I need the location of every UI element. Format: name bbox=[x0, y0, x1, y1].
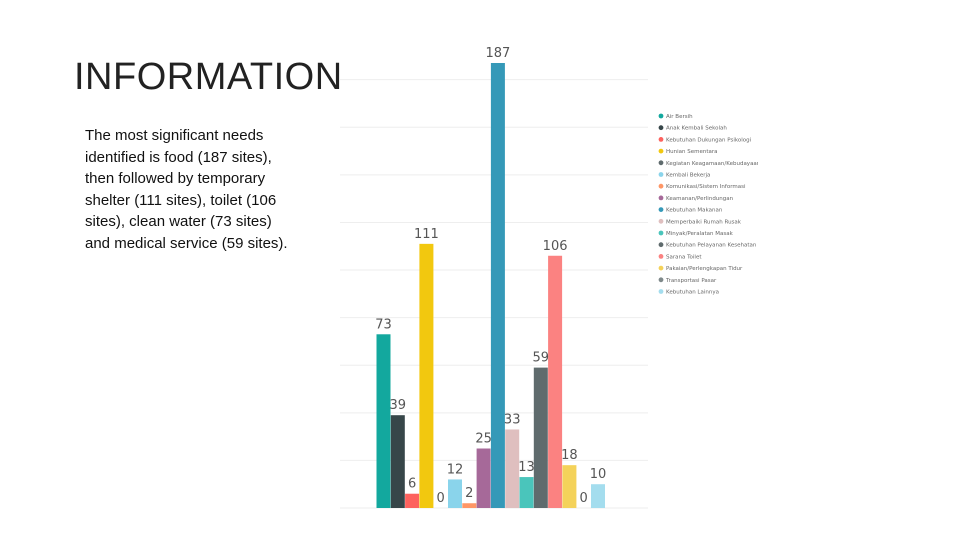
legend-marker bbox=[658, 207, 664, 213]
bar[interactable] bbox=[462, 503, 477, 508]
legend-marker bbox=[658, 125, 664, 131]
bar-data-label: 0 bbox=[580, 491, 588, 506]
bar[interactable] bbox=[562, 465, 577, 508]
legend-marker bbox=[658, 137, 664, 142]
bar-data-label: 10 bbox=[590, 467, 607, 482]
legend-item-label[interactable]: Kembali Bekerja bbox=[666, 173, 710, 179]
legend-item-label[interactable]: Sarana Toilet bbox=[666, 254, 702, 260]
legend-item-label[interactable]: Kebutuhan Pelayanan Kesehatan bbox=[666, 243, 757, 249]
bar-data-label: 73 bbox=[375, 317, 392, 332]
legend-item-label[interactable]: Anak Kembali Sekolah bbox=[666, 126, 727, 132]
legend-marker bbox=[658, 183, 664, 189]
legend-marker bbox=[658, 230, 664, 236]
legend-marker bbox=[658, 113, 664, 119]
bar[interactable] bbox=[490, 63, 505, 508]
legend-marker bbox=[658, 277, 664, 283]
bar-data-label: 2 bbox=[465, 486, 473, 501]
legend-marker bbox=[658, 148, 664, 154]
bar-data-label: 6 bbox=[408, 477, 416, 492]
bar[interactable] bbox=[505, 429, 520, 508]
legend-marker bbox=[658, 172, 664, 177]
chart-legend[interactable]: Air Bersih Anak Kembali Sekolah Kebutuhan … bbox=[658, 113, 758, 296]
legend-marker bbox=[658, 289, 664, 294]
legend-item-label[interactable]: Transportasi Pasar bbox=[665, 278, 717, 284]
legend-item-label[interactable]: Air Bersih bbox=[666, 114, 693, 120]
legend-item-label[interactable]: Pakaian/Perlengkapan Tidur bbox=[666, 266, 743, 272]
bar-data-label: 106 bbox=[543, 239, 568, 254]
legend-marker bbox=[658, 218, 664, 224]
bar-data-label: 187 bbox=[485, 46, 510, 61]
bar[interactable] bbox=[405, 493, 420, 508]
bar-data-label: 111 bbox=[414, 227, 439, 242]
bar[interactable] bbox=[448, 479, 462, 508]
legend-item-label[interactable]: Keamanan/Perlindungan bbox=[666, 196, 734, 202]
bar[interactable] bbox=[519, 477, 534, 508]
bar-data-label: 25 bbox=[475, 432, 492, 447]
legend-marker bbox=[658, 265, 664, 271]
legend-item-label[interactable]: Kebutuhan Makanan bbox=[666, 208, 723, 214]
bar[interactable] bbox=[476, 448, 491, 508]
legend-item-label[interactable]: Kegiatan Keagamaan/Kebudayaan bbox=[666, 161, 758, 167]
bar[interactable] bbox=[591, 484, 605, 508]
legend-item-label[interactable]: Komunikasi/Sistem Informasi bbox=[666, 184, 746, 190]
slide-body-text: The most significant needs identified is… bbox=[85, 127, 288, 252]
legend-marker bbox=[658, 242, 664, 248]
bar-data-label: 59 bbox=[533, 351, 550, 366]
bar[interactable] bbox=[390, 415, 405, 508]
legend-item-label[interactable]: Kebutuhan Lainnya bbox=[666, 290, 719, 296]
legend-item-label[interactable]: Memperbaiki Rumah Rusak bbox=[666, 219, 742, 225]
bar[interactable] bbox=[533, 367, 548, 508]
legend-item-label[interactable]: Kebutuhan Dukungan Psikologi bbox=[666, 137, 752, 143]
bar-data-label: 12 bbox=[447, 462, 464, 477]
bar-data-label: 18 bbox=[561, 448, 578, 463]
legend-marker bbox=[658, 195, 664, 201]
bar-data-label: 39 bbox=[390, 398, 407, 413]
legend-marker bbox=[658, 254, 664, 259]
legend-item-label[interactable]: Minyak/Peralatan Masak bbox=[666, 231, 734, 237]
bar-data-label: 33 bbox=[504, 412, 521, 427]
bar[interactable] bbox=[376, 334, 391, 508]
legend-item-label[interactable]: Hunian Sementara bbox=[666, 149, 718, 155]
slide-title: INFORMATION bbox=[74, 56, 343, 98]
bar-data-label: 13 bbox=[518, 460, 535, 475]
bar-data-label: 0 bbox=[437, 491, 445, 506]
legend-marker bbox=[658, 160, 664, 166]
bar[interactable] bbox=[548, 255, 563, 508]
bar[interactable] bbox=[419, 243, 434, 508]
chart-bars bbox=[376, 63, 605, 508]
